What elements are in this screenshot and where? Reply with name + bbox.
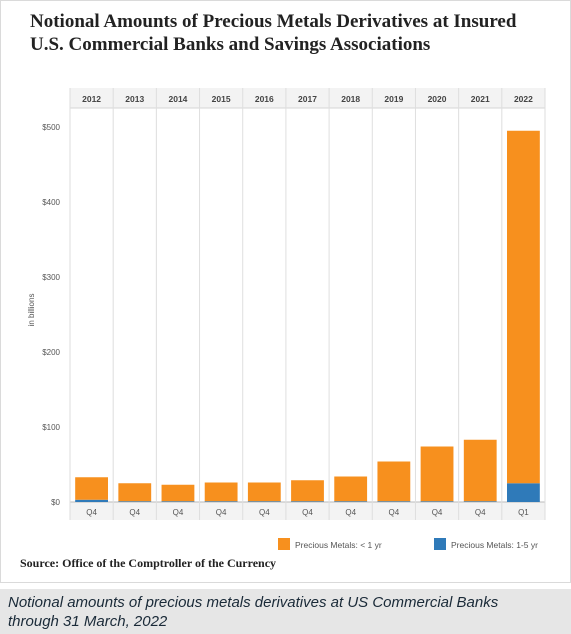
- quarter-footer-band: [70, 502, 545, 520]
- year-header-band: [70, 88, 545, 108]
- quarter-label: Q4: [432, 508, 443, 517]
- bar-1-5yr: [463, 501, 497, 502]
- bar-1-5yr: [161, 501, 195, 502]
- bar-1-5yr: [334, 501, 368, 502]
- y-tick-label: $400: [42, 198, 60, 207]
- bar-1-5yr: [204, 501, 238, 502]
- quarter-label: Q4: [345, 508, 356, 517]
- bar-under-1yr: [377, 461, 411, 502]
- quarter-labels: Q4 Q4 Q4 Q4 Q4 Q4 Q4 Q4 Q4 Q4 Q1: [86, 508, 529, 517]
- y-axis-label: in billions: [27, 294, 36, 327]
- y-tick-label: $500: [42, 123, 60, 132]
- bar-under-1yr: [247, 482, 281, 502]
- year-label: 2014: [168, 94, 187, 104]
- bar-1-5yr: [75, 499, 108, 502]
- bar-under-1yr: [507, 130, 540, 484]
- y-axis-ticks: $0 $100 $200 $300 $400 $500: [42, 123, 60, 507]
- quarter-label: Q1: [518, 508, 529, 517]
- year-label: 2012: [82, 94, 101, 104]
- quarter-label: Q4: [259, 508, 270, 517]
- bar-under-1yr: [463, 439, 497, 502]
- quarter-label: Q4: [173, 508, 184, 517]
- year-label: 2017: [298, 94, 317, 104]
- bar-under-1yr: [204, 482, 238, 502]
- chart-title: Notional Amounts of Precious Metals Deri…: [30, 11, 517, 55]
- year-label: 2013: [125, 94, 144, 104]
- bars: [75, 130, 540, 502]
- bar-under-1yr: [75, 477, 108, 500]
- column-separators: [69, 88, 546, 520]
- quarter-label: Q4: [216, 508, 227, 517]
- legend-label: Precious Metals: 1-5 yr: [451, 540, 538, 550]
- bar-1-5yr: [247, 501, 281, 502]
- bar-1-5yr: [420, 501, 454, 502]
- bar-under-1yr: [334, 476, 368, 502]
- year-label: 2016: [255, 94, 274, 104]
- bar-under-1yr: [118, 483, 152, 502]
- bar-1-5yr: [377, 501, 411, 502]
- quarter-label: Q4: [129, 508, 140, 517]
- legend-swatch: [434, 538, 446, 550]
- y-tick-label: $0: [51, 498, 60, 507]
- source-note: Source: Office of the Comptroller of the…: [20, 556, 277, 570]
- bar-under-1yr: [420, 446, 454, 502]
- image-caption: Notional amounts of precious metals deri…: [8, 594, 499, 630]
- quarter-label: Q4: [389, 508, 400, 517]
- bar-1-5yr: [507, 483, 540, 502]
- legend-swatch: [278, 538, 290, 550]
- year-label: 2022: [514, 94, 533, 104]
- bar-1-5yr: [291, 501, 324, 502]
- bar-under-1yr: [161, 484, 195, 502]
- bar-under-1yr: [291, 480, 324, 502]
- year-label: 2015: [212, 94, 231, 104]
- chart-plot: 2012 2013 2014 2015 2016 2017 2018 2019 2020 2021…: [27, 88, 546, 550]
- legend: Precious Metals: < 1 yr Precious Metals: …: [278, 538, 538, 550]
- year-label: 2019: [384, 94, 403, 104]
- quarter-label: Q4: [302, 508, 313, 517]
- y-tick-label: $300: [42, 273, 60, 282]
- year-labels: 2012 2013 2014 2015 2016 2017 2018 2019 2020 2021…: [82, 94, 533, 104]
- y-tick-label: $100: [42, 423, 60, 432]
- year-label: 2021: [471, 94, 490, 104]
- year-label: 2020: [428, 94, 447, 104]
- year-label: 2018: [341, 94, 360, 104]
- quarter-label: Q4: [86, 508, 97, 517]
- quarter-label: Q4: [475, 508, 486, 517]
- legend-label: Precious Metals: < 1 yr: [295, 540, 382, 550]
- caption-bar: [0, 589, 571, 634]
- y-tick-label: $200: [42, 348, 60, 357]
- bar-1-5yr: [118, 501, 152, 502]
